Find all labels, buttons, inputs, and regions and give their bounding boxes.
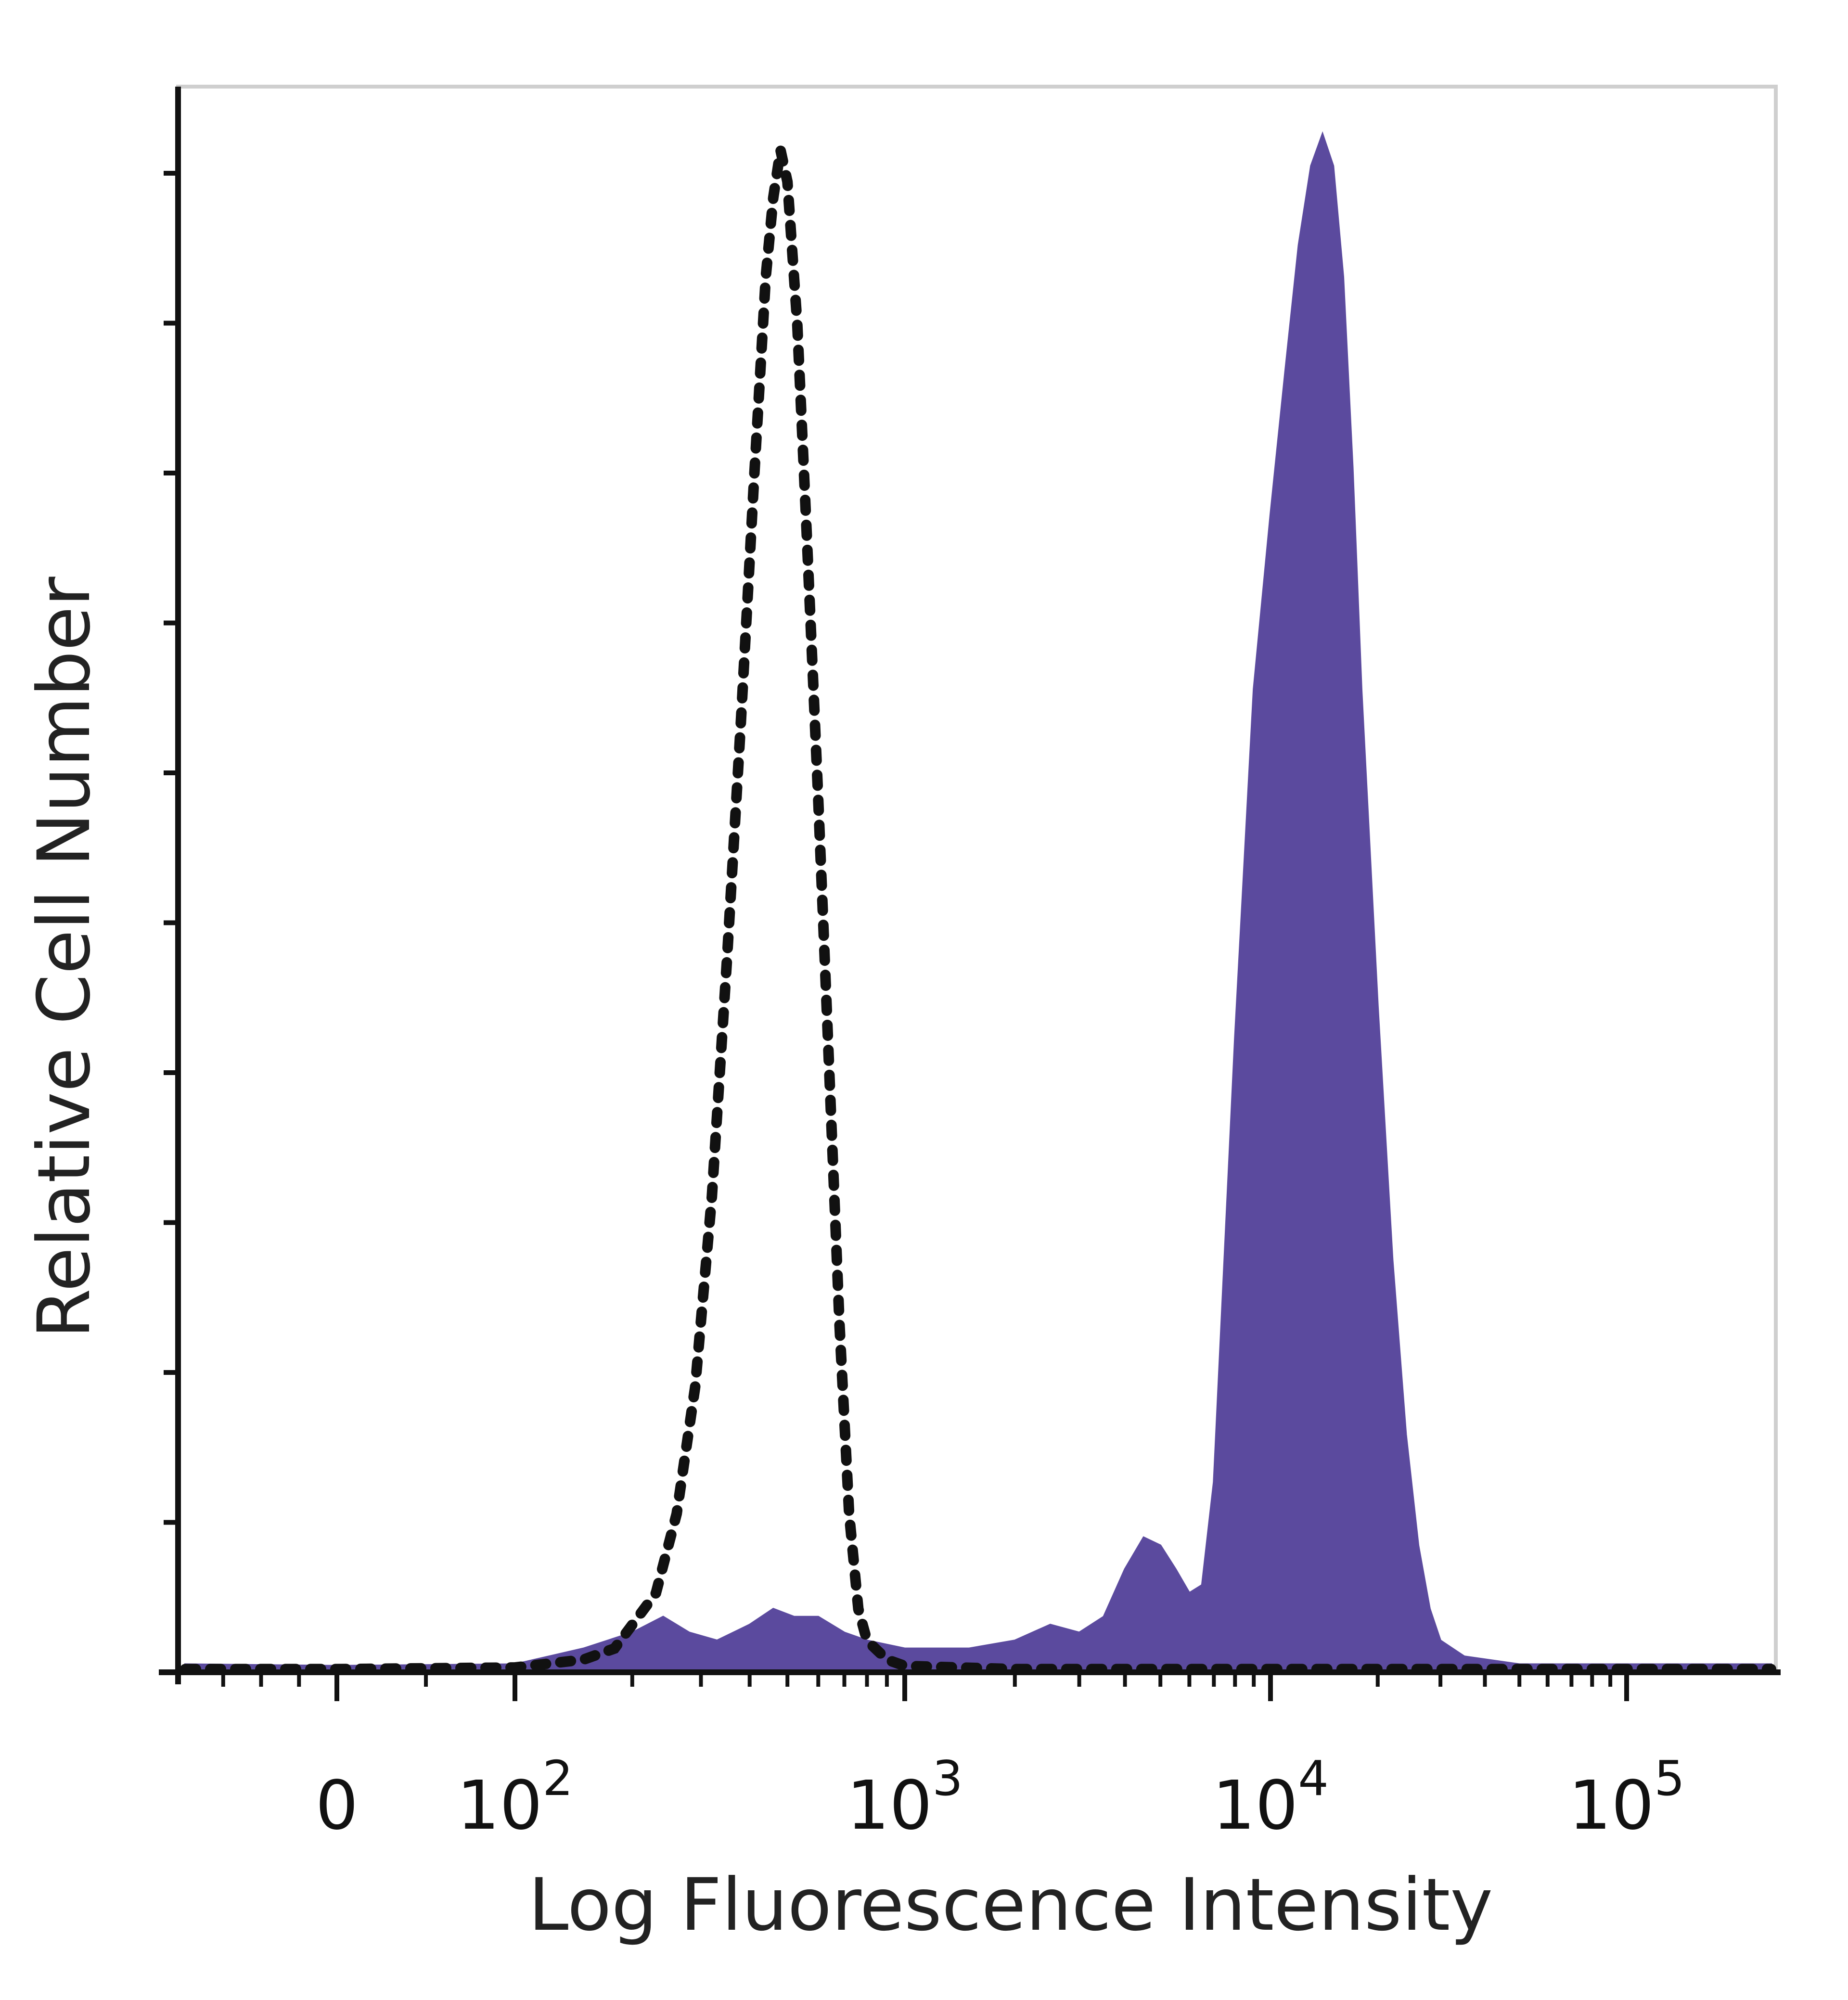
plot-frame: [176, 85, 1778, 1674]
x-tick-label-exponent: 3: [932, 1750, 963, 1807]
series-filled-histogram: [184, 131, 1772, 1673]
y-axis-title: Relative Cell Number: [23, 577, 106, 1339]
x-tick-label: 105: [1568, 1750, 1685, 1845]
x-tick-label-exponent: 4: [1298, 1750, 1329, 1807]
x-tick-label: 104: [1212, 1750, 1329, 1845]
series-dotted-histogram: [180, 149, 1776, 1675]
x-tick-label: 102: [457, 1750, 573, 1845]
x-tick-label-exponent: 2: [542, 1750, 573, 1807]
x-tick-label: 103: [847, 1750, 963, 1845]
x-axis-title: Log Fluorescence Intensity: [528, 1863, 1493, 1947]
x-tick-label-exponent: 5: [1654, 1750, 1685, 1807]
x-tick-label: 0: [315, 1767, 358, 1845]
